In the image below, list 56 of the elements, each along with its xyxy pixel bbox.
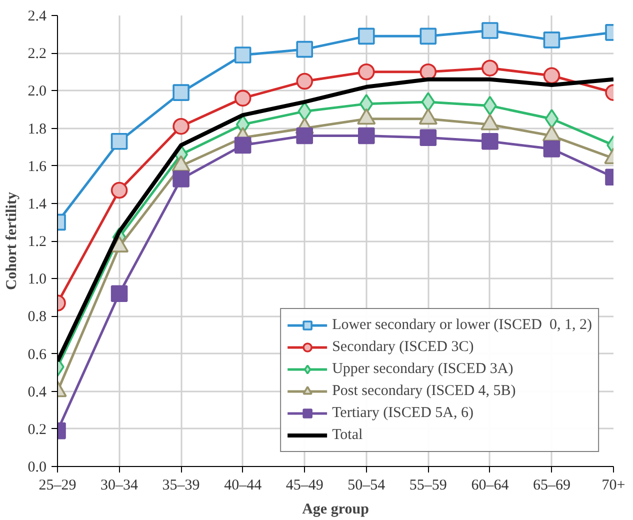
- point: [296, 72, 314, 90]
- point: [296, 127, 314, 144]
- point: [358, 28, 375, 45]
- x-tick-label: 60–64: [471, 478, 510, 494]
- point: [296, 40, 314, 58]
- x-tick-label: 65–69: [532, 478, 570, 494]
- point: [420, 28, 437, 45]
- y-tick-label: 1.6: [28, 158, 47, 175]
- point: [110, 133, 128, 150]
- point: [420, 129, 437, 146]
- x-tick-label: 70+: [602, 478, 626, 494]
- point: [482, 60, 498, 76]
- point: [358, 127, 375, 144]
- legend-label: Tertiary (ISCED 5A, 6): [332, 404, 474, 422]
- y-tick-label: 1.0: [28, 272, 46, 288]
- y-axis-title: Cohort fertility: [4, 192, 20, 290]
- point: [543, 140, 560, 158]
- point: [172, 118, 190, 135]
- y-tick-label: 0.4: [28, 384, 47, 400]
- x-tick-label: 50–54: [348, 478, 386, 494]
- legend-label: Total: [332, 426, 363, 444]
- point: [234, 136, 252, 154]
- y-tick-label: 2.2: [28, 46, 46, 62]
- point: [172, 84, 190, 101]
- y-tick-label: 0.2: [28, 422, 46, 438]
- legend-label: Post secondary (ISCED 4, 5B): [332, 382, 516, 400]
- x-tick-label: 40–44: [224, 478, 262, 494]
- y-tick-label: 0.8: [28, 309, 46, 326]
- legend-label: Upper secondary (ISCED 3A): [332, 360, 514, 378]
- y-tick-label: 0.0: [28, 460, 46, 476]
- point: [110, 182, 128, 199]
- y-tick-label: 1.4: [28, 196, 47, 212]
- x-axis-title: Age group: [302, 502, 369, 518]
- point: [543, 32, 560, 48]
- x-tick-label: 55–59: [409, 478, 447, 494]
- point: [544, 108, 559, 129]
- point: [482, 22, 498, 39]
- point: [234, 90, 252, 107]
- point: [172, 170, 190, 188]
- point: [358, 63, 375, 80]
- x-tick-label: 30–34: [100, 478, 139, 494]
- legend-label: Lower secondary or lower (ISCED 0, 1, 2): [332, 316, 592, 334]
- y-tick-label: 2.0: [28, 84, 46, 100]
- x-tick-label: 35–39: [162, 478, 200, 494]
- x-tick-label: 45–49: [286, 478, 324, 494]
- y-tick-label: 1.8: [28, 121, 46, 138]
- point: [482, 133, 498, 150]
- legend-label: Secondary (ISCED 3C): [332, 338, 474, 356]
- y-tick-label: 0.6: [28, 346, 47, 363]
- y-tick-label: 2.4: [28, 8, 47, 24]
- y-tick-label: 1.2: [28, 234, 46, 250]
- point: [543, 67, 560, 84]
- point: [110, 285, 128, 302]
- point: [234, 46, 252, 64]
- point: [421, 92, 436, 112]
- x-tick-label: 25–29: [38, 478, 76, 494]
